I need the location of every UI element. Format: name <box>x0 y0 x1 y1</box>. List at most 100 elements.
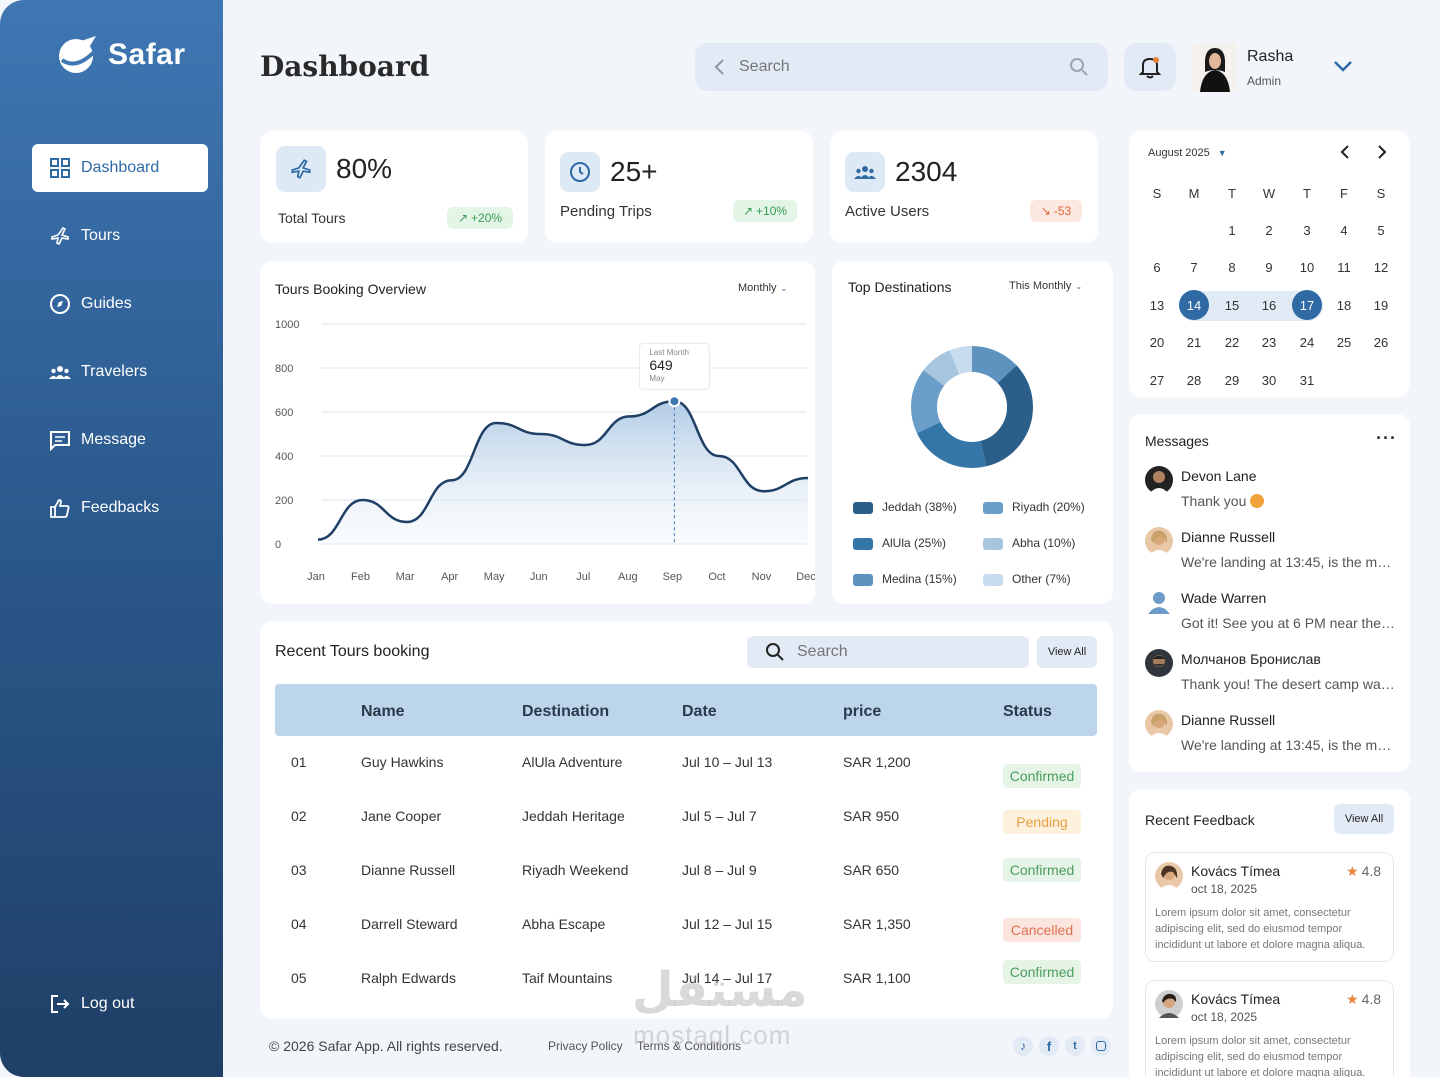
chevron-down-icon[interactable] <box>1332 58 1354 74</box>
calendar-day[interactable]: 18 <box>1336 297 1352 313</box>
copyright: © 2026 Safar App. All rights reserved. <box>269 1038 503 1054</box>
trend-down-icon: ↘ <box>1040 204 1051 218</box>
calendar-day[interactable]: 8 <box>1228 260 1236 275</box>
donut-slice[interactable] <box>911 346 1033 468</box>
y-tick-label: 600 <box>275 407 293 419</box>
calendar-day[interactable]: 16 <box>1261 297 1277 313</box>
donut-slice[interactable] <box>911 346 1033 468</box>
calendar-day[interactable]: 30 <box>1261 372 1277 388</box>
column-header-destination[interactable]: Destination <box>522 703 610 720</box>
calendar-day[interactable]: 26 <box>1373 335 1389 350</box>
x-tick-label: Dec <box>796 571 815 583</box>
period-select[interactable]: Monthly ⌄ <box>738 282 788 294</box>
calendar-day[interactable]: 22 <box>1224 335 1240 350</box>
row-number: 01 <box>291 754 307 770</box>
chevron-right-icon[interactable] <box>1375 144 1389 160</box>
calendar-day[interactable]: 9 <box>1265 260 1273 275</box>
cell-date: Jul 12 – Jul 15 <box>682 916 773 932</box>
calendar-day[interactable]: 19 <box>1373 297 1389 313</box>
chevron-left-icon[interactable] <box>1338 144 1352 160</box>
sidebar-item-message[interactable]: Message <box>32 416 208 464</box>
sidebar-item-guides[interactable]: Guides <box>32 280 208 328</box>
view-all-bookings-button[interactable]: View All <box>1037 636 1097 668</box>
avatar-placeholder-icon <box>1145 588 1173 616</box>
calendar-day[interactable]: 20 <box>1149 335 1165 350</box>
calendar-day-selected[interactable]: 17 <box>1292 290 1322 320</box>
calendar-day[interactable]: 13 <box>1149 297 1165 313</box>
search-icon[interactable] <box>1069 57 1089 77</box>
calendar-day[interactable]: 25 <box>1336 335 1352 350</box>
cell-destination: Jeddah Heritage <box>522 808 625 824</box>
sidebar-item-dashboard[interactable]: Dashboard <box>32 144 208 192</box>
column-header-name[interactable]: Name <box>361 703 405 720</box>
chart-title: Tours Booking Overview <box>275 281 426 297</box>
highlight-point[interactable] <box>668 395 681 408</box>
month-select[interactable]: August 2025 ▼ <box>1148 147 1227 159</box>
stat-value: 2304 <box>895 156 958 187</box>
instagram-icon[interactable] <box>1091 1036 1111 1056</box>
chevron-left-icon[interactable] <box>713 57 725 77</box>
calendar-day[interactable]: 7 <box>1190 260 1198 275</box>
column-header-status[interactable]: Status <box>1003 703 1052 720</box>
calendar-day[interactable]: 27 <box>1149 372 1165 388</box>
sidebar-item-feedbacks[interactable]: Feedbacks <box>32 484 208 532</box>
message-sender: Молчанов Бронислав <box>1181 651 1321 667</box>
trend-up-icon: ↗ <box>457 211 469 225</box>
calendar-day-selected[interactable]: 14 <box>1179 290 1209 320</box>
calendar-day[interactable]: 11 <box>1337 260 1351 275</box>
calendar-day[interactable]: 31 <box>1299 372 1315 388</box>
destinations-period-select[interactable]: This Monthly ⌄ <box>1009 280 1083 292</box>
legend-swatch <box>853 502 873 514</box>
logo-icon <box>59 36 96 73</box>
donut-slice[interactable] <box>911 346 1033 468</box>
feedback-item[interactable] <box>1145 852 1394 962</box>
bookings-search[interactable] <box>747 636 1029 668</box>
cell-name: Guy Hawkins <box>361 754 444 770</box>
messages-title: Messages <box>1145 433 1209 449</box>
twitter-icon[interactable]: t <box>1065 1036 1085 1056</box>
calendar-day[interactable]: 4 <box>1340 222 1348 238</box>
calendar-day[interactable]: 23 <box>1261 335 1277 350</box>
calendar-day[interactable]: 5 <box>1377 222 1385 238</box>
brand-logo[interactable]: Safar <box>56 34 186 76</box>
booking-area-chart: 1000 800 600 400 200 0 Jan Feb Mar Apr May Jun Jul Au… <box>275 319 815 583</box>
column-header-price[interactable]: price <box>843 703 882 720</box>
calendar-day[interactable]: 1 <box>1228 222 1236 238</box>
sidebar-item-travelers[interactable]: Travelers <box>32 348 208 396</box>
donut-slice[interactable] <box>911 346 1033 468</box>
sidebar-item-tours[interactable]: Tours <box>32 212 208 260</box>
x-tick-label: Jan <box>307 571 325 583</box>
calendar-day[interactable]: 2 <box>1265 222 1273 238</box>
tiktok-icon[interactable]: ♪ <box>1013 1036 1033 1056</box>
more-options-icon[interactable]: ··· <box>1376 428 1397 448</box>
facebook-icon[interactable]: f <box>1039 1036 1059 1056</box>
calendar-day[interactable]: 10 <box>1299 260 1315 275</box>
plane-icon <box>276 146 326 192</box>
logout-button[interactable]: Log out <box>32 980 208 1028</box>
weekday-label: W <box>1262 185 1276 201</box>
calendar-day[interactable]: 12 <box>1373 260 1389 275</box>
terms-link[interactable]: Terms & Conditions <box>637 1039 742 1053</box>
feedback-item[interactable] <box>1145 980 1394 1077</box>
cell-destination: Taif Mountains <box>522 970 613 986</box>
calendar-day[interactable]: 29 <box>1224 372 1240 388</box>
bookings-search-input[interactable] <box>797 640 1017 664</box>
privacy-policy-link[interactable]: Privacy Policy <box>548 1039 623 1053</box>
destinations-donut-chart <box>911 346 1033 468</box>
avatar[interactable] <box>1192 42 1238 92</box>
column-header-date[interactable]: Date <box>682 703 717 720</box>
cell-name: Ralph Edwards <box>361 970 456 986</box>
header-search[interactable] <box>695 43 1108 91</box>
calendar-day[interactable]: 6 <box>1153 260 1161 275</box>
plane-icon <box>51 226 69 246</box>
view-all-feedback-button[interactable]: View All <box>1334 804 1394 834</box>
calendar-day[interactable]: 15 <box>1224 297 1240 313</box>
calendar-day[interactable]: 3 <box>1303 222 1311 238</box>
calendar-day[interactable]: 21 <box>1186 335 1202 350</box>
stat-card-total-tours: 80% Total Tours ↗ +20% <box>260 131 528 243</box>
message-icon <box>50 431 70 451</box>
calendar-day[interactable]: 24 <box>1299 335 1315 350</box>
notifications-button[interactable] <box>1124 43 1176 91</box>
search-input[interactable] <box>739 53 1039 81</box>
calendar-day[interactable]: 28 <box>1186 372 1202 388</box>
